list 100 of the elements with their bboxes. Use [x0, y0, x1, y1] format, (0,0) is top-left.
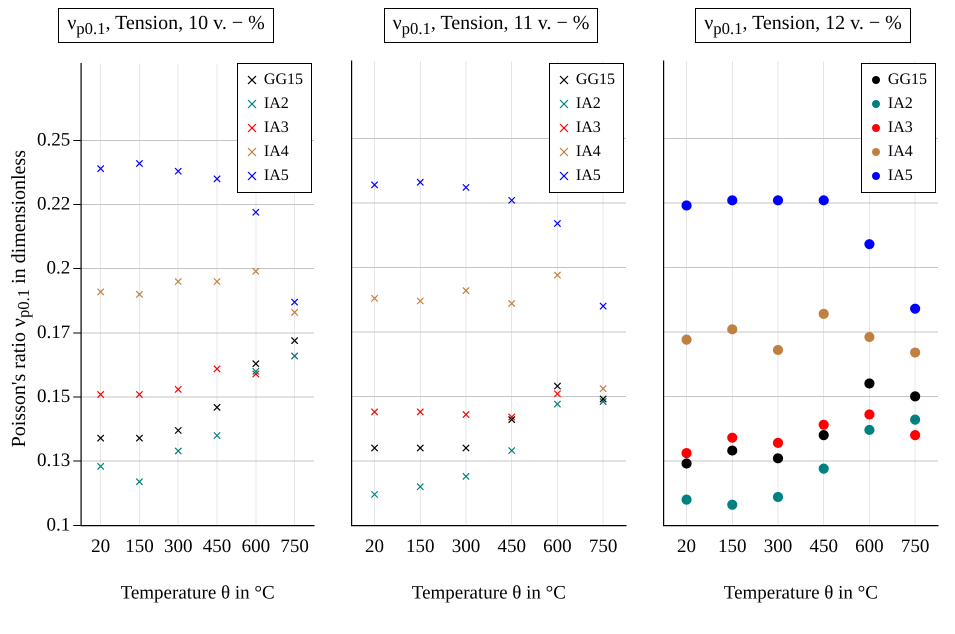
point	[554, 400, 562, 408]
point	[727, 432, 738, 443]
point	[252, 208, 260, 216]
x-tick-label: 20	[91, 536, 110, 557]
point	[772, 195, 784, 206]
point	[818, 464, 829, 474]
point	[370, 408, 378, 416]
point	[910, 391, 920, 402]
legend-label: IA3	[576, 118, 601, 138]
y-tick-label: 0.1	[46, 514, 70, 536]
point	[864, 332, 875, 342]
point	[96, 288, 104, 296]
point	[213, 404, 221, 412]
point	[174, 278, 182, 286]
chart-title: ν$_{p0.1}$, Tension, 10 v. − %	[58, 8, 274, 43]
x-tick-label: 150	[406, 536, 435, 557]
x-tick-label: 150	[718, 536, 747, 557]
x-tick-label: 750	[588, 536, 618, 557]
point	[370, 490, 378, 498]
point	[290, 298, 298, 306]
point	[681, 200, 692, 211]
point	[554, 390, 562, 398]
chart-title: ν$_{p0.1}$, Tension, 11 v. − %	[384, 8, 598, 43]
point	[508, 446, 516, 454]
point	[96, 390, 104, 398]
point	[864, 378, 875, 389]
point	[252, 368, 260, 376]
point	[554, 382, 562, 390]
point	[554, 220, 562, 228]
point	[370, 181, 378, 189]
point	[910, 304, 920, 314]
x-axis-title: Temperature θ in °C	[724, 582, 878, 604]
x-axis-title: Temperature θ in °C	[412, 582, 566, 604]
x-tick-label: 750	[280, 536, 309, 557]
point	[818, 420, 829, 430]
x-tick-label: 150	[125, 536, 154, 557]
point	[864, 409, 875, 420]
chart-title: ν$_{p0.1}$, Tension, 12 v. − %	[695, 8, 911, 43]
legend-label: IA4	[264, 142, 289, 162]
x-tick-label: 450	[202, 536, 232, 557]
legend-label: GG15	[264, 70, 303, 90]
legend-label: IA2	[576, 94, 601, 114]
x-tick-label: 600	[242, 536, 270, 557]
point	[213, 432, 221, 440]
point	[508, 416, 516, 424]
x-tick-label: 300	[452, 536, 480, 557]
point	[681, 494, 692, 505]
x-tick-label: 450	[497, 536, 526, 557]
point	[174, 426, 182, 434]
point	[416, 482, 424, 490]
y-tick-label: 0.15	[37, 386, 70, 408]
point	[462, 184, 470, 192]
point	[727, 195, 738, 206]
point	[174, 167, 182, 175]
point	[96, 434, 104, 442]
point	[599, 395, 607, 403]
point	[681, 448, 692, 458]
point	[910, 430, 920, 440]
x-tick-label: 20	[677, 536, 696, 557]
point	[462, 410, 470, 418]
point	[252, 360, 260, 368]
point	[508, 413, 516, 421]
point	[910, 347, 920, 358]
legend-label: IA3	[264, 118, 289, 138]
point	[416, 178, 424, 186]
x-tick-label: 750	[900, 536, 930, 557]
point	[252, 268, 260, 276]
x-tick-label: 300	[764, 536, 792, 557]
point	[772, 453, 784, 464]
point	[599, 384, 607, 392]
point	[727, 500, 738, 510]
point	[370, 444, 378, 452]
point	[370, 294, 378, 302]
point	[96, 462, 104, 470]
point	[772, 492, 784, 502]
point	[818, 430, 829, 440]
point	[290, 336, 298, 344]
point	[772, 344, 784, 356]
point	[462, 286, 470, 294]
point	[213, 365, 221, 373]
point	[136, 290, 144, 298]
legend-label: IA2	[264, 94, 289, 114]
point	[136, 434, 144, 442]
legend-label: IA5	[888, 166, 913, 186]
y-tick-label: 0.25	[37, 129, 70, 150]
y-tick-label: 0.2	[46, 258, 70, 279]
point	[213, 278, 221, 286]
point	[554, 271, 562, 279]
point	[508, 196, 516, 204]
point	[174, 447, 182, 455]
point	[213, 175, 221, 183]
x-tick-label: 20	[365, 536, 384, 557]
point	[136, 478, 144, 486]
legend-label: IA5	[576, 166, 601, 186]
point	[599, 302, 607, 310]
point	[864, 424, 875, 436]
point	[727, 324, 738, 334]
point	[290, 308, 298, 316]
point	[681, 458, 692, 469]
legend-label: IA3	[888, 118, 913, 138]
